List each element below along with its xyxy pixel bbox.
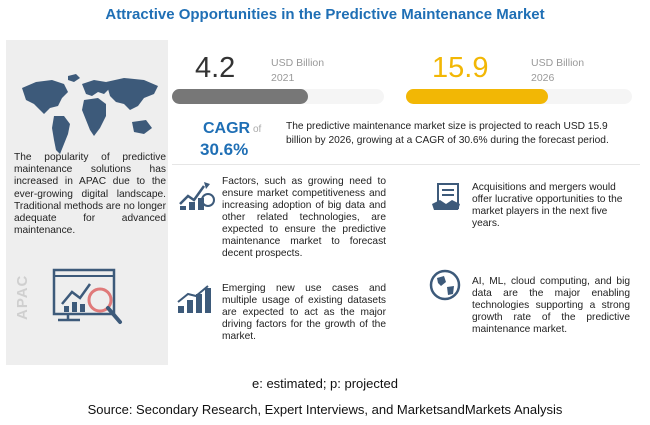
analytics-magnifier-icon (52, 268, 122, 324)
footnote: e: estimated; p: projected (252, 376, 398, 391)
cagr-of: of (253, 124, 262, 135)
market-summary: The predictive maintenance market size i… (286, 121, 609, 146)
source-note: Source: Secondary Research, Expert Inter… (87, 402, 563, 417)
metric-2021-value: 4.2 (195, 52, 236, 84)
bar-track-2021 (172, 89, 384, 104)
metric-2021-year: 2021 (271, 72, 295, 84)
metric-2021-unit: USD Billion (271, 57, 325, 69)
region-description: The popularity of predictive maintenance… (14, 152, 166, 237)
insight-point-1: Factors, such as growing need to ensure … (222, 176, 386, 259)
bar-chart-icon (177, 285, 211, 313)
bar-2026 (406, 89, 548, 104)
insight-point-3: Acquisitions and mergers would offer luc… (472, 182, 623, 229)
merger-document-icon (432, 183, 460, 210)
globe-network-icon (429, 269, 461, 301)
cagr-label: CAGR (203, 120, 251, 137)
metric-2026-unit: USD Billion (531, 57, 585, 69)
world-map-icon (22, 74, 158, 154)
bar-2021 (172, 89, 308, 104)
bar-track-2026 (406, 89, 632, 104)
region-panel: The popularity of predictive maintenance… (6, 40, 168, 365)
cagr-value: 30.6% (200, 140, 249, 159)
business-growth-icon (179, 182, 215, 210)
divider (172, 164, 640, 165)
metric-2026-value: 15.9 (432, 52, 489, 84)
page-title: Attractive Opportunities in the Predicti… (105, 6, 545, 23)
insight-point-4: AI, ML, cloud computing, and big data ar… (472, 276, 630, 335)
insight-point-2: Emerging new use cases and multiple usag… (222, 283, 386, 342)
metric-2026-year: 2026 (531, 72, 555, 84)
region-label: APAC (14, 274, 31, 320)
